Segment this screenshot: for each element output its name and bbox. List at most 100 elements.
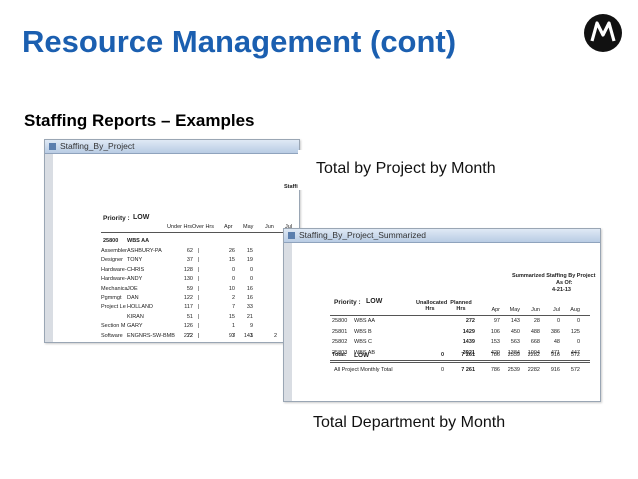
cell: 0 — [231, 266, 235, 273]
cell: WBS AA — [354, 318, 376, 324]
cell: 0 — [249, 276, 253, 283]
logo — [584, 14, 622, 52]
column-header: Aug — [570, 307, 580, 313]
cell: 25801 — [332, 328, 348, 335]
cell: Assembler — [101, 248, 127, 254]
column-header: Jul — [552, 307, 560, 313]
total-cell: 2282 — [527, 352, 540, 358]
column-header: Planned Hrs — [450, 300, 472, 312]
column-header: May — [509, 307, 520, 313]
cell: Designer — [101, 257, 124, 264]
total-cell: 272 — [183, 333, 193, 339]
cell: NORMANN — [127, 342, 155, 343]
grand-total-cell: 7 261 — [461, 367, 475, 373]
rule — [330, 360, 590, 361]
cell: 668 — [530, 339, 540, 345]
cell: 12 — [213, 342, 253, 343]
report-header: As Of: — [556, 280, 573, 286]
cell: 3921 — [462, 349, 475, 356]
cell: 1 — [231, 323, 235, 330]
cell: 0 — [249, 266, 253, 273]
cell: Hardware- — [101, 276, 127, 283]
cell: 15 — [228, 257, 235, 264]
total-cell: 7 261 — [461, 352, 475, 358]
cell: CHRIS — [127, 266, 145, 273]
cell: 25803 — [332, 349, 348, 356]
cell: Software — [101, 332, 123, 339]
total-cell: 572 — [570, 352, 580, 358]
cell: 33 — [246, 304, 253, 311]
cell: 153 — [490, 339, 500, 345]
total-cell: Total: — [332, 352, 347, 358]
cell: 128 — [183, 266, 193, 273]
grand-total-cell: 0 — [440, 367, 444, 373]
column-header: May — [243, 224, 254, 230]
cell: | — [198, 323, 200, 330]
cell: DAN — [127, 295, 139, 301]
cell: Sourcing — [101, 342, 123, 343]
column-header: Apr — [224, 224, 233, 230]
cell: JOE — [127, 285, 138, 292]
cell: 471 — [550, 349, 560, 356]
cell: 3 — [231, 332, 235, 339]
grand-total-cell: 2539 — [507, 367, 520, 373]
report-header: 4-21-13 — [552, 287, 571, 293]
cell: Section M — [101, 323, 126, 330]
total-cell: | — [198, 333, 200, 339]
cell: 1 — [249, 332, 253, 339]
column-header: Jun — [531, 307, 540, 313]
cell: Project Le — [101, 304, 126, 311]
cell: 35 — [153, 342, 193, 343]
window-title: Staffing_By_Project_Summarized — [299, 230, 426, 240]
rule — [330, 362, 590, 363]
callout: Total by Project by Month — [316, 160, 496, 177]
report-header: Summarized Staffing By Project — [512, 273, 596, 279]
cell: 10 — [228, 285, 235, 292]
cell: 2 — [231, 295, 235, 301]
cell: 37 — [186, 257, 193, 264]
total-cell: 786 — [490, 352, 500, 358]
column-header: Unallocated Hrs — [416, 300, 448, 312]
total-cell: 2 — [273, 333, 277, 339]
priority: LOW — [133, 214, 150, 221]
grand-total-cell: All Project Monthly Total — [334, 367, 393, 373]
cell: 130 — [183, 276, 193, 283]
cell: 386 — [550, 328, 560, 335]
rule — [330, 315, 590, 316]
total-cell: 97 — [228, 333, 235, 339]
cell: 0 — [576, 339, 580, 345]
grand-total-cell: 916 — [550, 367, 560, 373]
cell: WBS C — [354, 339, 373, 345]
cell: Pgmmgt — [101, 295, 122, 301]
priority: LOW — [366, 298, 383, 305]
priority-label: Priority : — [334, 299, 361, 306]
cell: 26 — [228, 248, 235, 254]
cell: 450 — [510, 328, 520, 335]
group-name: WBS AA — [127, 238, 150, 244]
cell: HOLLAND — [127, 304, 153, 311]
column-header: Jun — [265, 224, 274, 230]
grand-total-cell: 572 — [570, 367, 580, 373]
grand-total-cell: 786 — [490, 367, 500, 373]
cell: 9 — [249, 323, 253, 330]
cell: 19 — [246, 257, 253, 264]
cell: TONY — [127, 257, 143, 264]
priority-label: Priority : — [103, 215, 130, 222]
cell: | — [198, 295, 200, 301]
cell: 28 — [533, 318, 540, 324]
report-header: Staffin — [284, 184, 300, 190]
column-header: Under Hrs — [167, 224, 193, 230]
cell: 125 — [570, 328, 580, 335]
report-window: Staffing_By_Project_Summarized Summarize… — [283, 228, 601, 402]
cell: 51 — [186, 313, 193, 320]
cell: | — [198, 304, 200, 311]
cell: 1429 — [462, 328, 475, 335]
cell: 0 — [556, 318, 560, 324]
cell: 272 — [465, 318, 475, 324]
total-cell: LOW — [354, 352, 370, 359]
total-cell: 143 — [243, 333, 253, 339]
cell: | — [198, 257, 200, 264]
grand-total-cell: 2282 — [527, 367, 540, 373]
cell: | — [198, 332, 200, 339]
